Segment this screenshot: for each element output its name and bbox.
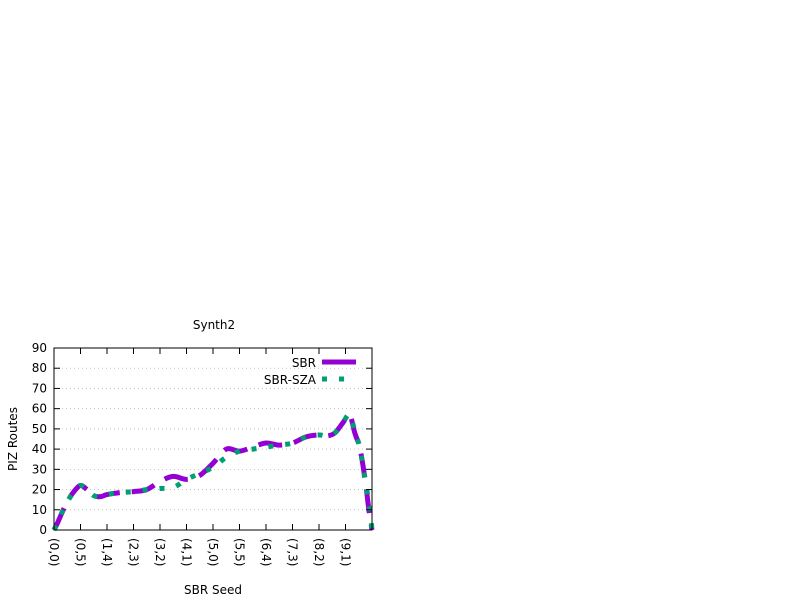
- y-tick-label: 50: [32, 422, 47, 436]
- series-line-sbr: [51, 411, 375, 532]
- y-tick-label: 20: [32, 483, 47, 497]
- x-tick-label: (4,1): [180, 538, 194, 566]
- x-tick-label: (6,4): [259, 538, 273, 566]
- x-tick-label: (5,5): [233, 538, 247, 566]
- x-tick-label: (9,1): [339, 538, 353, 566]
- x-tick-label: (8,2): [312, 538, 326, 566]
- chart-title: Synth2: [193, 318, 235, 332]
- y-tick-label: 40: [32, 442, 47, 456]
- y-tick-label: 10: [32, 503, 47, 517]
- y-tick-label: 0: [39, 523, 47, 537]
- grid-lines: [54, 367, 372, 511]
- x-tick-label: (7,3): [286, 538, 300, 566]
- plot-frame: [53, 347, 373, 531]
- x-tick-label: (1,4): [100, 538, 114, 566]
- x-tick-label: (0,0): [47, 538, 61, 566]
- series-line-sbr-sza: [51, 412, 375, 532]
- y-tick-label: 80: [32, 361, 47, 375]
- x-tick-label: (3,2): [153, 538, 167, 566]
- x-tick-label: (0,5): [74, 538, 88, 566]
- x-tick-label: (2,3): [127, 538, 141, 566]
- y-axis-title: PIZ Routes: [6, 407, 20, 471]
- y-axis: 0 10 20 30 40 50 60 70 80 90: [32, 341, 372, 537]
- x-axis-title: SBR Seed: [184, 583, 242, 597]
- x-axis: (0,0) (0,5) (1,4) (2,3) (3,2) (4,1) (5,0) (5,5)…: [47, 348, 353, 566]
- y-tick-label: 90: [32, 341, 47, 355]
- y-tick-label: 70: [32, 381, 47, 395]
- legend: SBR SBR-SZA: [264, 356, 356, 387]
- x-tick-label: (5,0): [206, 538, 220, 566]
- y-tick-label: 60: [32, 402, 47, 416]
- series-lines: [51, 411, 375, 532]
- legend-label-sbr: SBR: [292, 356, 316, 370]
- legend-label-sbr-sza: SBR-SZA: [264, 373, 317, 387]
- y-tick-label: 30: [32, 462, 47, 476]
